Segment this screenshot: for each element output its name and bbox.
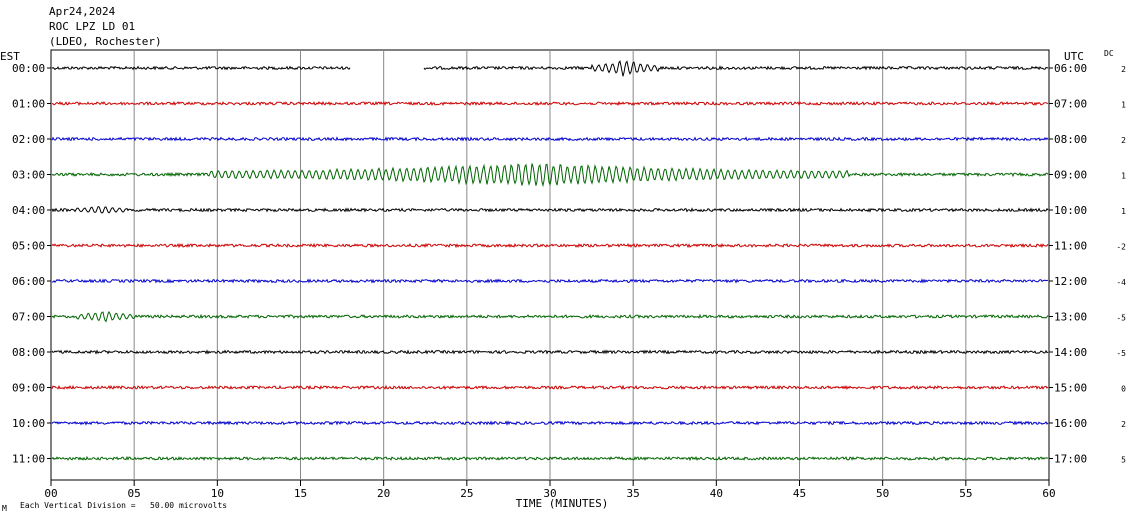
row-dc-value: -5 [1116,314,1126,323]
row-label-est: 06:00 [12,275,45,288]
trace-row-07:00 [51,310,1049,323]
axis-labels: EST UTC DC TIME (MINUTES) M Each Vertica… [0,49,1126,513]
row-label-utc: 16:00 [1054,417,1087,430]
x-tick-label: 60 [1042,487,1055,500]
x-tick-label: 20 [377,487,390,500]
row-label-utc: 13:00 [1054,311,1087,324]
trace-row-05:00 [51,242,1049,249]
right-timezone-label: UTC [1064,50,1084,63]
row-label-utc: 07:00 [1054,98,1087,111]
trace-row-11:00 [51,455,1049,462]
row-dc-value: 1 [1121,172,1126,181]
scale-note: Each Vertical Division = 50.00 microvolt… [20,501,227,510]
trace-row-06:00 [51,278,1048,284]
row-label-utc: 17:00 [1054,453,1087,466]
row-label-est: 03:00 [12,169,45,182]
row-label-est: 08:00 [12,346,45,359]
row-dc-value: 5 [1121,456,1126,465]
trace-row-09:00 [51,384,1049,391]
x-tick-label: 10 [211,487,224,500]
row-label-est: 04:00 [12,204,45,217]
row-label-utc: 10:00 [1054,204,1087,217]
row-dc-value: 2 [1121,136,1126,145]
x-tick-label: 35 [627,487,640,500]
x-tick-label: 45 [793,487,806,500]
trace-row-10:00 [51,420,1049,426]
row-label-est: 00:00 [12,62,45,75]
seismic-traces [51,60,1049,462]
row-label-utc: 06:00 [1054,62,1087,75]
dc-header-label: DC [1104,49,1114,58]
row-label-utc: 09:00 [1054,169,1087,182]
x-tick-label: 40 [710,487,723,500]
trace-row-01:00 [51,100,1049,107]
trace-row-08:00 [51,349,1049,355]
row-label-est: 02:00 [12,133,45,146]
trace-row-00:00 [51,60,1049,77]
row-dc-value: 1 [1121,101,1126,110]
row-label-utc: 15:00 [1054,382,1087,395]
x-tick-label: 55 [959,487,972,500]
row-label-utc: 12:00 [1054,275,1087,288]
row-label-est: 01:00 [12,98,45,111]
row-dc-value: 2 [1121,65,1126,74]
grid-lines [47,50,1053,486]
x-tick-label: 15 [294,487,307,500]
left-timezone-label: EST [0,50,20,63]
header-network: (LDEO, Rochester) [49,35,162,48]
row-dc-value: 1 [1121,207,1126,216]
header-station: ROC LPZ LD 01 [49,20,136,33]
x-tick-label: 00 [44,487,57,500]
row-dc-value: 2 [1121,420,1126,429]
x-tick-label: 30 [543,487,556,500]
row-label-utc: 08:00 [1054,133,1087,146]
row-dc-value: -5 [1116,349,1126,358]
x-tick-label: 50 [876,487,889,500]
row-dc-value: 0 [1121,385,1126,394]
trace-row-03:00 [51,163,1049,188]
corner-mark: M [2,504,7,513]
header-date: Apr24,2024 [49,5,116,18]
row-label-est: 07:00 [12,311,45,324]
row-label-est: 05:00 [12,240,45,253]
row-dc-value: -4 [1116,278,1126,287]
row-label-utc: 11:00 [1054,240,1087,253]
row-dc-value: -2 [1116,243,1126,252]
trace-row-02:00 [51,136,1049,142]
x-tick-label: 25 [460,487,473,500]
row-label-utc: 14:00 [1054,346,1087,359]
x-axis-title: TIME (MINUTES) [516,497,609,510]
row-label-est: 11:00 [12,453,45,466]
row-label-est: 10:00 [12,417,45,430]
row-label-est: 09:00 [12,382,45,395]
x-tick-label: 05 [128,487,141,500]
trace-row-04:00 [51,206,1049,214]
